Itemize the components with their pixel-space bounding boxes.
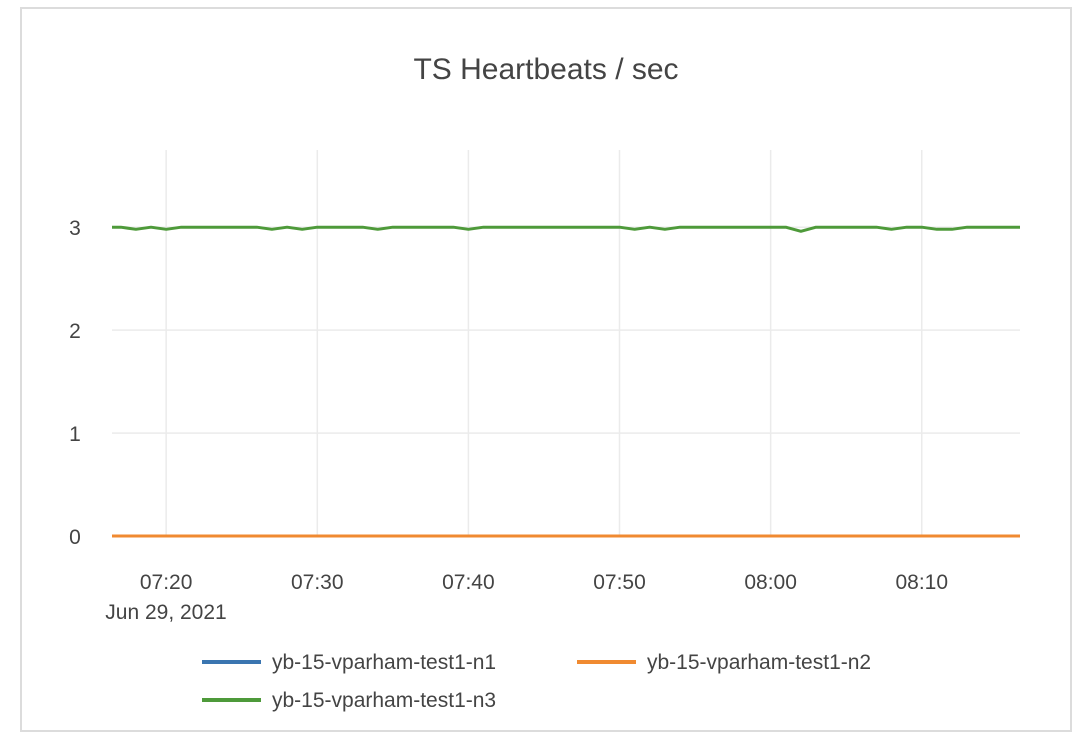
chart-frame bbox=[20, 7, 1072, 732]
x-tick-label: 07:50 bbox=[593, 571, 646, 594]
x-axis: 07:20 07:30 07:40 07:50 08:00 08:10 bbox=[140, 571, 948, 594]
y-axis: 0 1 2 3 bbox=[69, 217, 81, 549]
legend-item[interactable]: yb-15-vparham-test1-n1 bbox=[202, 651, 496, 674]
legend-item[interactable]: yb-15-vparham-test1-n2 bbox=[577, 651, 871, 674]
chart-title: TS Heartbeats / sec bbox=[413, 53, 678, 86]
x-tick-label: 07:40 bbox=[442, 571, 495, 594]
x-tick-label: 08:10 bbox=[895, 571, 948, 594]
x-tick-label: 07:30 bbox=[291, 571, 344, 594]
series-lines bbox=[112, 225, 1020, 538]
x-tick-label: 08:00 bbox=[744, 571, 797, 594]
legend-item[interactable]: yb-15-vparham-test1-n3 bbox=[202, 689, 496, 712]
y-tick-label: 0 bbox=[69, 526, 81, 549]
x-axis-date-label: Jun 29, 2021 bbox=[105, 601, 226, 624]
y-tick-label: 3 bbox=[69, 217, 81, 240]
legend-label: yb-15-vparham-test1-n1 bbox=[272, 651, 496, 674]
legend: yb-15-vparham-test1-n1 yb-15-vparham-test… bbox=[202, 651, 871, 712]
y-tick-label: 1 bbox=[69, 423, 81, 446]
series-line-3 bbox=[112, 225, 1020, 233]
legend-label: yb-15-vparham-test1-n3 bbox=[272, 689, 496, 712]
y-tick-label: 2 bbox=[69, 320, 81, 343]
legend-label: yb-15-vparham-test1-n2 bbox=[647, 651, 871, 674]
x-tick-label: 07:20 bbox=[140, 571, 193, 594]
